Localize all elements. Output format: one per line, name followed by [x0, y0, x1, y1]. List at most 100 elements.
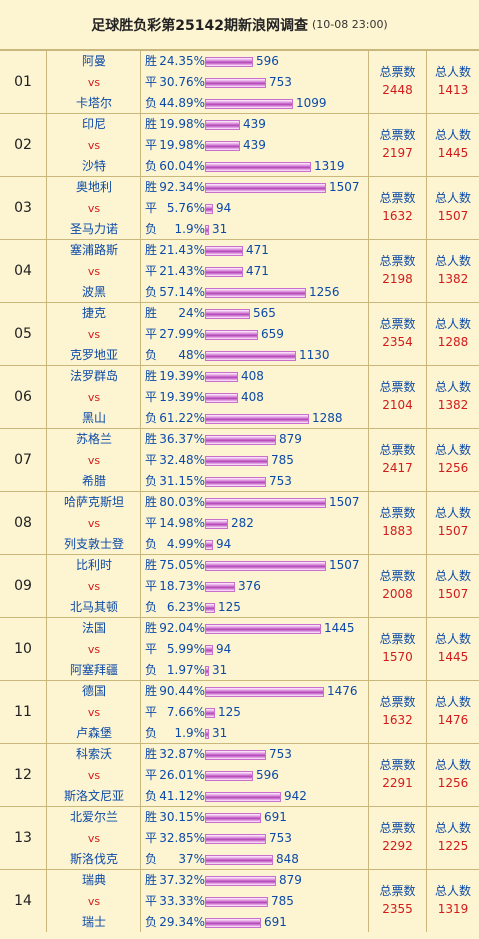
match-row: 01 阿曼 vs 卡塔尔 胜 24.35% 596 平 30.76% 753 负	[0, 50, 479, 113]
away-team[interactable]: 波黑	[81, 285, 106, 299]
home-team[interactable]: 苏格兰	[75, 432, 112, 446]
total-votes-value: 1883	[382, 524, 413, 538]
match-row: 07 苏格兰 vs 希腊 胜 36.37% 879 平 32.48% 785 负	[0, 428, 479, 491]
draw-label: 平	[145, 894, 158, 908]
total-votes-label: 总票数	[379, 758, 416, 772]
away-team[interactable]: 北马其顿	[69, 600, 118, 614]
away-team[interactable]: 列支敦士登	[63, 537, 124, 551]
home-team[interactable]: 科索沃	[75, 747, 112, 761]
total-votes-cell: 总票数 2448	[369, 51, 427, 113]
total-votes-label: 总票数	[379, 380, 416, 394]
win-percent: 36.37%	[159, 432, 205, 446]
win-percent: 21.43%	[159, 243, 205, 257]
away-team[interactable]: 卢森堡	[75, 726, 112, 740]
win-count: 753	[269, 747, 292, 761]
home-team[interactable]: 法国	[81, 621, 106, 635]
win-row: 胜 30.15% 691	[141, 807, 369, 828]
total-people-label: 总人数	[434, 569, 471, 583]
total-people-label: 总人数	[434, 758, 471, 772]
total-people-cell: 总人数 1288	[427, 303, 479, 365]
total-people-cell: 总人数 1256	[427, 429, 479, 491]
draw-percent: 19.39%	[159, 390, 205, 404]
win-label: 胜	[145, 621, 158, 635]
vote-stats: 胜 80.03% 1507 平 14.98% 282 负 4.99% 94	[141, 492, 369, 554]
loss-row: 负 1.97% 31	[141, 660, 369, 681]
match-row: 12 科索沃 vs 斯洛文尼亚 胜 32.87% 753 平 26.01% 59…	[0, 743, 479, 806]
home-team[interactable]: 比利时	[75, 558, 112, 572]
draw-label: 平	[145, 390, 158, 404]
draw-percent: 19.98%	[159, 138, 205, 152]
loss-count: 691	[264, 915, 287, 929]
total-people-cell: 总人数 1382	[427, 240, 479, 302]
total-votes-label: 总票数	[379, 443, 416, 457]
loss-count: 1288	[312, 411, 343, 425]
total-votes-label: 总票数	[379, 569, 416, 583]
loss-bar	[205, 729, 209, 739]
draw-label: 平	[145, 75, 158, 89]
win-bar	[205, 435, 276, 445]
loss-count: 125	[218, 600, 241, 614]
total-people-value: 1288	[437, 335, 469, 349]
away-team[interactable]: 阿塞拜疆	[69, 663, 118, 677]
home-team[interactable]: 法罗群岛	[69, 369, 118, 383]
loss-percent: 1.9%	[174, 222, 206, 236]
away-team[interactable]: 卡塔尔	[75, 96, 112, 110]
win-bar	[205, 498, 326, 508]
home-team[interactable]: 捷克	[81, 306, 106, 320]
match-teams: 比利时 vs 北马其顿	[47, 555, 141, 617]
home-team[interactable]: 北爱尔兰	[69, 810, 118, 824]
win-count: 596	[256, 54, 279, 68]
away-team[interactable]: 黑山	[81, 411, 106, 425]
draw-count: 596	[256, 768, 279, 782]
total-votes-value: 1632	[382, 209, 413, 223]
total-votes-value: 1570	[382, 650, 413, 664]
total-votes-label: 总票数	[379, 128, 416, 142]
loss-count: 1319	[314, 159, 345, 173]
match-teams: 阿曼 vs 卡塔尔	[47, 51, 141, 113]
win-count: 879	[279, 432, 302, 446]
away-team[interactable]: 圣马力诺	[69, 222, 118, 236]
win-label: 胜	[145, 369, 158, 383]
away-team[interactable]: 沙特	[81, 159, 106, 173]
total-people-value: 1445	[437, 650, 469, 664]
loss-percent: 60.04%	[159, 159, 205, 173]
win-label: 胜	[145, 810, 158, 824]
home-team[interactable]: 塞浦路斯	[69, 243, 118, 257]
win-count: 439	[243, 117, 266, 131]
total-people-label: 总人数	[434, 191, 471, 205]
total-people-value: 1507	[437, 587, 469, 601]
loss-percent: 29.34%	[159, 915, 205, 929]
match-teams: 科索沃 vs 斯洛文尼亚	[47, 744, 141, 806]
total-people-cell: 总人数 1445	[427, 618, 479, 680]
home-team[interactable]: 奥地利	[75, 180, 112, 194]
draw-percent: 26.01%	[159, 768, 205, 782]
home-team[interactable]: 德国	[81, 684, 106, 698]
match-row: 06 法罗群岛 vs 黑山 胜 19.39% 408 平 19.39% 408	[0, 365, 479, 428]
total-votes-label: 总票数	[379, 884, 416, 898]
away-team[interactable]: 斯洛文尼亚	[63, 789, 124, 803]
win-percent: 30.15%	[159, 810, 205, 824]
vs-label: vs	[87, 643, 101, 656]
draw-percent: 14.98%	[159, 516, 205, 530]
total-people-cell: 总人数 1319	[427, 870, 479, 932]
draw-count: 659	[261, 327, 284, 341]
away-team[interactable]: 克罗地亚	[69, 348, 118, 362]
away-team[interactable]: 斯洛伐克	[69, 852, 118, 866]
total-people-value: 1319	[437, 902, 469, 916]
home-team[interactable]: 哈萨克斯坦	[63, 495, 124, 509]
win-count: 1507	[329, 558, 360, 572]
win-row: 胜 92.04% 1445	[141, 618, 369, 639]
draw-label: 平	[145, 579, 158, 593]
total-people-label: 总人数	[434, 821, 471, 835]
match-number: 05	[0, 303, 47, 365]
away-team[interactable]: 希腊	[81, 474, 106, 488]
home-team[interactable]: 瑞典	[81, 873, 106, 887]
loss-bar	[205, 540, 213, 550]
survey-time: (10-08 23:00)	[311, 18, 388, 31]
home-team[interactable]: 阿曼	[81, 54, 106, 68]
draw-percent: 21.43%	[159, 264, 205, 278]
away-team[interactable]: 瑞士	[81, 915, 106, 929]
home-team[interactable]: 印尼	[81, 117, 106, 131]
loss-row: 负 29.34% 691	[141, 912, 369, 933]
win-label: 胜	[145, 180, 158, 194]
